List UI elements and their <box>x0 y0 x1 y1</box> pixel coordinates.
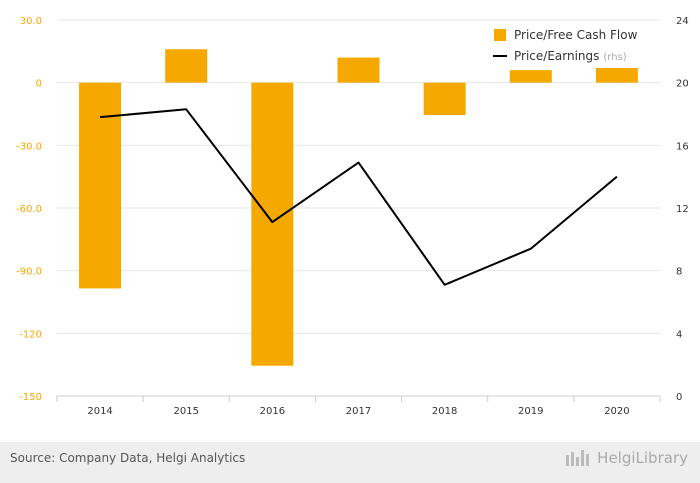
legend: Price/Free Cash Flow Price/Earnings (rhs) <box>493 28 638 63</box>
bar-2015 <box>165 49 208 83</box>
left-tick-label: -60.0 <box>16 204 42 215</box>
x-tick-label: 2018 <box>432 406 457 417</box>
right-tick-label: 0 <box>676 392 682 403</box>
left-tick-label: -150 <box>19 392 42 403</box>
right-tick-label: 12 <box>676 204 689 215</box>
x-axis: 2014 2015 2016 2017 2018 2019 2020 <box>56 395 661 417</box>
legend-bar-swatch <box>494 29 506 41</box>
gridlines <box>57 19 660 334</box>
bar-2020 <box>595 68 638 83</box>
right-tick-label: 16 <box>676 141 689 152</box>
bar-series <box>79 49 638 366</box>
bar-2018 <box>423 82 466 116</box>
library-icon <box>566 450 590 466</box>
legend-line-name: Price/Earnings <box>514 49 599 63</box>
right-tick-label: 4 <box>676 329 682 340</box>
line-series <box>99 108 618 286</box>
brand-name: HelgiLibrary <box>597 449 688 467</box>
brand-logo: HelgiLibrary <box>565 449 688 467</box>
right-tick-label: 24 <box>676 16 689 27</box>
x-tick-label: 2014 <box>87 406 112 417</box>
bar-2019 <box>509 70 552 83</box>
pe-line <box>99 108 618 286</box>
left-tick-label: -120 <box>19 329 42 340</box>
x-tick-label: 2020 <box>604 406 629 417</box>
legend-line-note: (rhs) <box>603 52 626 63</box>
left-tick-label: 0 <box>36 79 42 90</box>
x-tick-label: 2015 <box>173 406 198 417</box>
combo-chart: 30.00-30.0-60.0-90.0-120-150 24201612840… <box>16 16 689 417</box>
x-tick-label: 2017 <box>346 406 371 417</box>
legend-line-label: Price/Earnings (rhs) <box>514 49 627 63</box>
right-axis: 24 20 16 12 8 4 0 <box>676 16 689 403</box>
left-tick-label: -30.0 <box>16 141 42 152</box>
x-tick-label: 2016 <box>260 406 285 417</box>
bar-2016 <box>251 82 294 366</box>
x-tick-label: 2019 <box>518 406 543 417</box>
bar-2017 <box>337 57 380 83</box>
left-axis: 30.0 0 -30.0 -60.0 -90.0 -120 -150 <box>16 16 42 403</box>
left-tick-label: -90.0 <box>16 267 42 278</box>
legend-bar-label: Price/Free Cash Flow <box>514 28 638 42</box>
right-tick-label: 8 <box>676 267 682 278</box>
left-tick-label: 30.0 <box>20 16 42 27</box>
source-note: Source: Company Data, Helgi Analytics <box>10 451 246 465</box>
right-tick-label: 20 <box>676 79 689 90</box>
bar-2014 <box>79 82 122 289</box>
